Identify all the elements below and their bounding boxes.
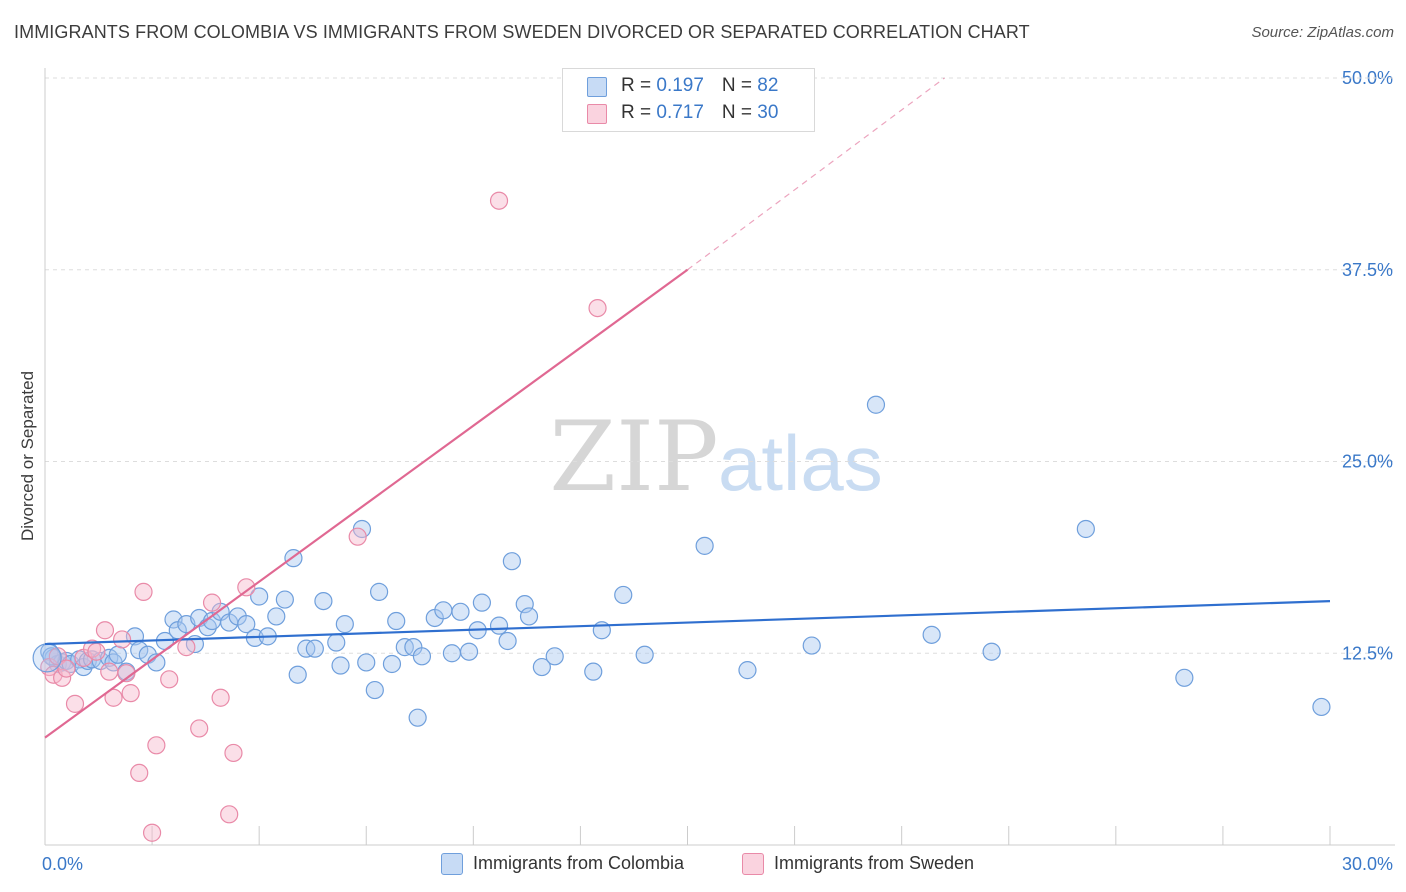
legend-n-value: 30	[757, 102, 779, 123]
sweden-point	[112, 630, 132, 649]
watermark-zip: ZIP	[549, 401, 718, 513]
colombia-point	[370, 582, 389, 601]
colombia-point	[250, 587, 269, 606]
colombia-point	[695, 536, 714, 555]
sweden-point	[160, 670, 179, 689]
y-tick-label: 37.5%	[1342, 260, 1393, 280]
watermark-atlas: atlas	[718, 419, 883, 507]
sweden-point	[100, 662, 119, 681]
legend-r-label: R =	[621, 102, 657, 123]
sweden-point	[220, 805, 239, 824]
sweden-trend-line	[44, 268, 689, 739]
colombia-point	[305, 639, 324, 658]
sweden-point	[237, 578, 256, 597]
colombia-point	[532, 657, 551, 677]
sweden-point	[190, 719, 209, 738]
bottom-legend-label-sweden: Immigrants from Sweden	[774, 853, 975, 873]
sweden-point	[588, 299, 607, 318]
legend-n-label: N =	[721, 102, 758, 123]
colombia-point	[434, 601, 453, 620]
sweden-point	[95, 621, 115, 640]
colombia-point	[442, 644, 462, 663]
colombia-point	[42, 647, 61, 666]
colombia-point	[382, 654, 402, 674]
source-credit: Source: ZipAtlas.com	[1251, 24, 1394, 41]
colombia-point	[451, 602, 470, 621]
legend-text-sweden: R = 0.717 N = 30	[621, 102, 778, 124]
sweden-point	[130, 763, 149, 783]
sweden-point	[134, 582, 153, 601]
sweden-point	[87, 642, 106, 661]
colombia-point	[1076, 519, 1095, 539]
colombia-point	[982, 642, 1001, 661]
x-tick-label: 30.0%	[1342, 854, 1393, 874]
colombia-point	[472, 593, 491, 612]
colombia-point	[519, 607, 539, 626]
colombia-point	[327, 633, 346, 652]
colombia-point	[502, 552, 521, 571]
sweden-point	[489, 191, 509, 210]
bottom-legend-swatch-colombia	[441, 853, 463, 875]
colombia-point	[331, 656, 350, 675]
legend-r-label: R =	[621, 75, 657, 96]
colombia-point	[412, 647, 432, 666]
colombia-point	[614, 585, 633, 605]
colombia-point	[108, 645, 127, 664]
y-axis-label: Divorced or Separated	[18, 370, 37, 542]
colombia-point	[275, 590, 294, 609]
colombia-point	[357, 653, 376, 672]
colombia-point	[408, 708, 427, 727]
sweden-point	[177, 638, 196, 657]
colombia-point	[802, 636, 821, 655]
correlation-legend: R = 0.197 N = 82 R = 0.717 N = 30	[562, 68, 815, 132]
sweden-point	[104, 688, 123, 707]
sweden-point	[224, 743, 243, 763]
legend-r-value: 0.717	[656, 102, 704, 123]
colombia-point	[237, 615, 256, 634]
sweden-point	[57, 659, 76, 678]
sweden-point	[348, 527, 367, 546]
legend-n-label: N =	[721, 75, 758, 96]
colombia-point	[1175, 668, 1194, 687]
colombia-point	[489, 616, 509, 635]
sweden-point	[147, 736, 166, 755]
colombia-point	[459, 642, 479, 661]
sweden-point	[53, 668, 72, 687]
x-tick-label: 0.0%	[42, 854, 83, 874]
legend-swatch-colombia	[587, 77, 607, 97]
colombia-point	[365, 680, 384, 700]
colombia-point	[635, 645, 654, 664]
colombia-point	[1312, 697, 1331, 717]
legend-swatch-sweden	[587, 104, 607, 124]
bottom-legend-label-colombia: Immigrants from Colombia	[473, 853, 685, 873]
y-tick-label: 25.0%	[1342, 452, 1393, 472]
colombia-point	[267, 607, 286, 626]
colombia-point	[922, 625, 941, 644]
chart-title: IMMIGRANTS FROM COLOMBIA VS IMMIGRANTS F…	[14, 22, 1030, 42]
colombia-point	[387, 611, 406, 631]
colombia-point	[584, 662, 603, 681]
sweden-point	[202, 593, 222, 612]
sweden-point	[121, 684, 140, 703]
legend-n-value: 82	[757, 75, 779, 96]
colombia-point	[866, 395, 886, 414]
colombia-point	[314, 591, 333, 611]
bottom-legend-swatch-sweden	[742, 853, 764, 875]
sweden-point	[142, 823, 162, 842]
y-tick-label: 12.5%	[1342, 643, 1393, 663]
colombia-point	[545, 647, 564, 666]
colombia-trend-line	[44, 599, 1331, 646]
colombia-point	[335, 615, 354, 634]
colombia-point	[738, 661, 757, 680]
sweden-point	[48, 647, 67, 666]
legend-r-value: 0.197	[656, 75, 704, 96]
colombia-point	[288, 665, 307, 684]
legend-text-colombia: R = 0.197 N = 82	[621, 75, 778, 97]
colombia-point-cluster	[32, 643, 62, 673]
sweden-point	[65, 694, 85, 713]
colombia-point	[498, 631, 517, 651]
sweden-trend-extension	[687, 77, 945, 271]
sweden-point	[211, 688, 230, 707]
